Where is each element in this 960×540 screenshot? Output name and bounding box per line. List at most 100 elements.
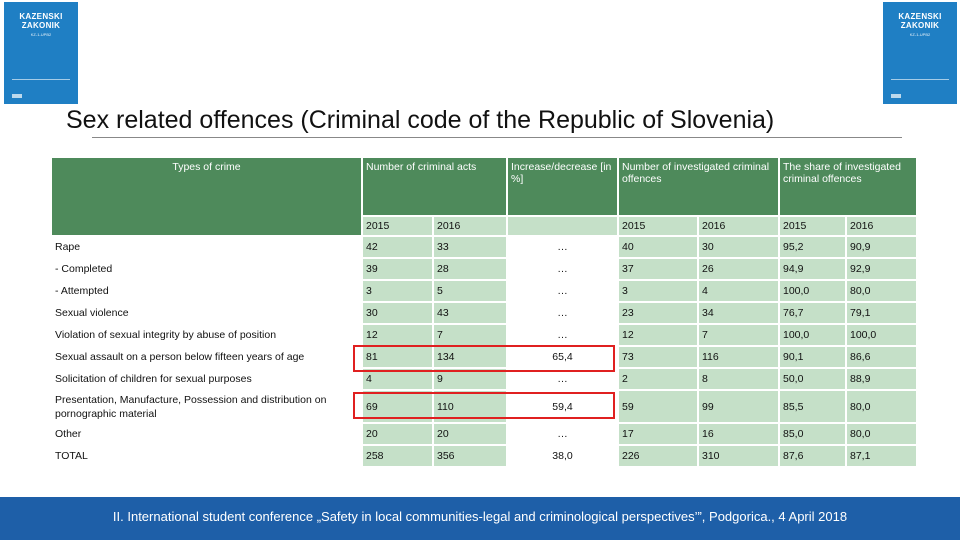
acts-2015-cell: 81	[363, 347, 434, 367]
crime-type-cell: Rape	[52, 237, 363, 257]
book-title-line1: KAZENSKI	[898, 12, 942, 21]
book-cover-subtitle: KZ-1-UPB2	[30, 32, 52, 37]
book-cover-image-right: KAZENSKI ZAKONIK KZ-1-UPB2	[883, 2, 957, 104]
book-cover-logo	[12, 94, 22, 98]
book-cover-subtitle: KZ-1-UPB2	[909, 32, 931, 37]
increase-cell: …	[508, 325, 619, 345]
investigated-2016-cell: 99	[699, 391, 780, 422]
acts-2016-cell: 110	[434, 391, 508, 422]
investigated-2016-cell: 16	[699, 424, 780, 444]
table-row: Sexual violence 30 43… 23 34 76,7 79,1	[52, 303, 918, 323]
share-2016-cell: 90,9	[847, 237, 918, 257]
year-header: 2015	[619, 217, 699, 235]
investigated-2016-cell: 26	[699, 259, 780, 279]
table-row: Violation of sexual integrity by abuse o…	[52, 325, 918, 345]
book-cover-divider	[12, 79, 70, 80]
investigated-2016-cell: 30	[699, 237, 780, 257]
investigated-2016-cell: 116	[699, 347, 780, 367]
header-increase: Increase/decrease [in %]	[508, 158, 619, 215]
investigated-2015-cell: 12	[619, 325, 699, 345]
acts-2016-cell: 9	[434, 369, 508, 389]
increase-cell: …	[508, 281, 619, 301]
share-2016-cell: 92,9	[847, 259, 918, 279]
share-2015-cell: 76,7	[780, 303, 847, 323]
crime-type-cell: - Attempted	[52, 281, 363, 301]
title-underline	[92, 137, 902, 138]
crime-type-cell: Sexual assault on a person below fifteen…	[52, 347, 363, 367]
crime-type-cell: Other	[52, 424, 363, 444]
acts-2015-cell: 42	[363, 237, 434, 257]
crime-type-cell: Presentation, Manufacture, Possession an…	[52, 391, 363, 422]
share-2015-cell: 87,6	[780, 446, 847, 466]
header-investigated: Number of investigated criminal offences	[619, 158, 780, 215]
crime-type-cell: Solicitation of children for sexual purp…	[52, 369, 363, 389]
investigated-2015-cell: 73	[619, 347, 699, 367]
crime-type-cell: Sexual violence	[52, 303, 363, 323]
crime-type-cell: TOTAL	[52, 446, 363, 466]
year-header: 2016	[847, 217, 918, 235]
acts-2016-cell: 43	[434, 303, 508, 323]
header-criminal-acts: Number of criminal acts	[363, 158, 508, 215]
acts-2016-cell: 20	[434, 424, 508, 444]
acts-2015-cell: 69	[363, 391, 434, 422]
investigated-2015-cell: 59	[619, 391, 699, 422]
acts-2016-cell: 356	[434, 446, 508, 466]
table-row: Solicitation of children for sexual purp…	[52, 369, 918, 389]
acts-2015-cell: 39	[363, 259, 434, 279]
acts-2015-cell: 12	[363, 325, 434, 345]
investigated-2015-cell: 17	[619, 424, 699, 444]
book-title-line1: KAZENSKI	[19, 12, 63, 21]
investigated-2016-cell: 4	[699, 281, 780, 301]
year-header: 2016	[434, 217, 508, 235]
acts-2016-cell: 33	[434, 237, 508, 257]
footer-banner: II. International student conference „Sa…	[0, 497, 960, 540]
book-cover-title: KAZENSKI ZAKONIK	[10, 12, 72, 30]
investigated-2015-cell: 2	[619, 369, 699, 389]
investigated-2015-cell: 23	[619, 303, 699, 323]
acts-2016-cell: 7	[434, 325, 508, 345]
share-2016-cell: 88,9	[847, 369, 918, 389]
crime-type-cell: Violation of sexual integrity by abuse o…	[52, 325, 363, 345]
header-types-of-crime: Types of crime	[52, 158, 363, 235]
share-2016-cell: 80,0	[847, 391, 918, 422]
share-2015-cell: 85,0	[780, 424, 847, 444]
page-title: Sex related offences (Criminal code of t…	[66, 106, 775, 134]
investigated-2015-cell: 37	[619, 259, 699, 279]
increase-cell: …	[508, 369, 619, 389]
investigated-2015-cell: 40	[619, 237, 699, 257]
acts-2016-cell: 134	[434, 347, 508, 367]
highlight-box	[353, 392, 615, 419]
share-2015-cell: 100,0	[780, 325, 847, 345]
share-2016-cell: 80,0	[847, 281, 918, 301]
book-cover-title: KAZENSKI ZAKONIK	[889, 12, 951, 30]
increase-cell: 65,4	[508, 347, 619, 367]
investigated-2016-cell: 34	[699, 303, 780, 323]
acts-2015-cell: 20	[363, 424, 434, 444]
table-row: TOTAL 258 356 38,0 226 310 87,6 87,1	[52, 446, 918, 466]
share-2016-cell: 86,6	[847, 347, 918, 367]
book-title-line2: ZAKONIK	[900, 21, 940, 30]
highlight-box	[353, 345, 615, 372]
acts-2015-cell: 3	[363, 281, 434, 301]
book-cover-divider	[891, 79, 949, 80]
acts-2016-cell: 28	[434, 259, 508, 279]
increase-cell: …	[508, 303, 619, 323]
table-row: Presentation, Manufacture, Possession an…	[52, 391, 918, 422]
offences-table: Types of crime Number of criminal acts I…	[52, 156, 918, 468]
table-row: Sexual assault on a person below fifteen…	[52, 347, 918, 367]
investigated-2016-cell: 310	[699, 446, 780, 466]
table-row: Other 20 20… 17 16 85,0 80,0	[52, 424, 918, 444]
year-header: 2016	[699, 217, 780, 235]
share-2016-cell: 79,1	[847, 303, 918, 323]
table-row: Rape 42 33… 40 30 95,2 90,9	[52, 237, 918, 257]
share-2015-cell: 85,5	[780, 391, 847, 422]
book-title-line2: ZAKONIK	[21, 21, 61, 30]
header-increase-spacer	[508, 217, 619, 235]
share-2015-cell: 100,0	[780, 281, 847, 301]
crime-type-cell: - Completed	[52, 259, 363, 279]
share-2016-cell: 80,0	[847, 424, 918, 444]
increase-cell: 38,0	[508, 446, 619, 466]
year-header: 2015	[780, 217, 847, 235]
acts-2016-cell: 5	[434, 281, 508, 301]
year-header: 2015	[363, 217, 434, 235]
